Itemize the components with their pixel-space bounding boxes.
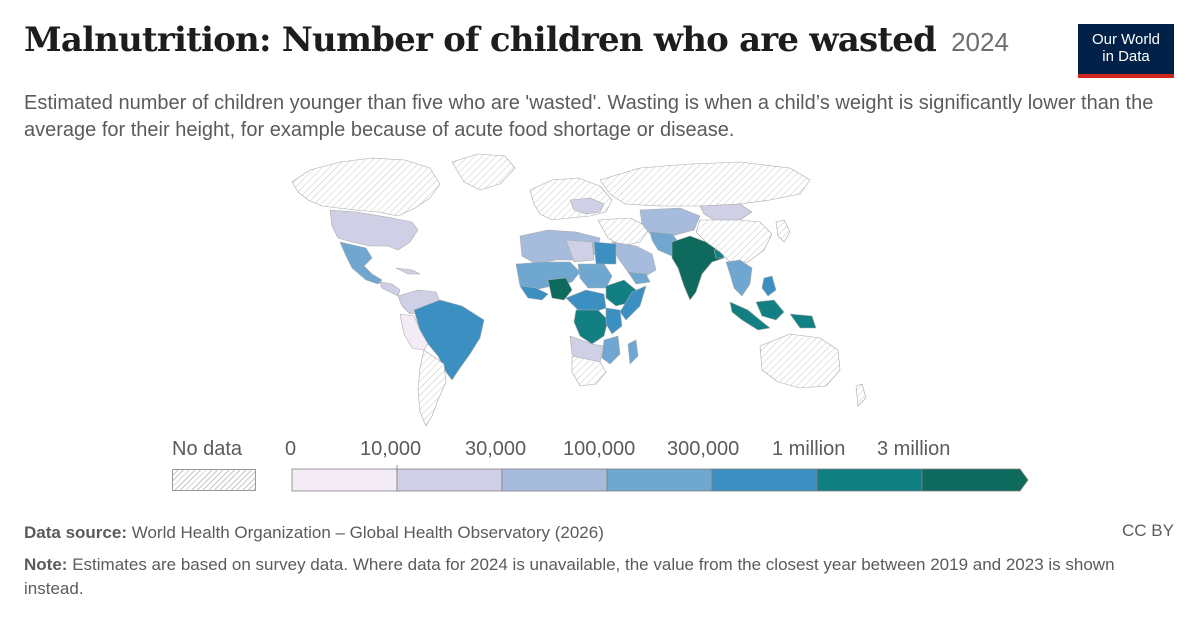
legend-label-10000: 10,000 [360,438,422,460]
chart-title: Malnutrition: Number of children who are… [24,20,1009,60]
legend-label-0: 0 [285,438,297,460]
map-region-japan-korea[interactable] [775,219,791,243]
map-region-southern-cone[interactable] [417,349,447,427]
legend-bin-3m-plus[interactable] [921,468,1029,492]
map-region-nigeria[interactable] [547,277,573,301]
map-region-china[interactable] [695,219,773,263]
map-region-dr-congo[interactable] [573,309,609,345]
owid-logo[interactable]: Our World in Data [1078,24,1174,78]
map-region-libya[interactable] [565,239,595,263]
map-region-mozambique[interactable] [601,335,621,365]
chart-note: Note: Estimates are based on survey data… [24,553,1144,601]
source-text[interactable]: World Health Organization – Global Healt… [131,523,604,542]
map-region-central-asia[interactable] [639,207,701,237]
map-region-philippines[interactable] [761,275,777,297]
legend-bin-0-10000[interactable] [291,468,398,492]
legend-label-1-million: 1 million [772,438,846,460]
chart-subtitle: Estimated number of children younger tha… [24,92,1154,141]
map-region-madagascar[interactable] [627,339,639,365]
map-region-middle-east[interactable] [597,217,651,247]
map-region-mainland-se-asia[interactable] [725,259,753,297]
logo-line-2: in Data [1102,48,1150,65]
legend-label-300000: 300,000 [667,438,740,460]
legend-label-100000: 100,000 [563,438,636,460]
title-text: Malnutrition: Number of children who are… [24,20,937,60]
map-region-arabia[interactable] [611,241,657,279]
license-link[interactable]: CC BY [1122,521,1174,540]
map-region-united-states[interactable] [329,209,419,251]
map-region-indonesia-west[interactable] [729,301,771,331]
map-region-australia[interactable] [759,333,841,389]
map-region-bolivia-peru[interactable] [399,313,431,351]
map-region-egypt[interactable] [593,241,617,265]
map-region-sahel[interactable] [515,261,581,291]
map-region-eastern-europe[interactable] [569,197,605,215]
title-year: 2024 [951,27,1009,57]
map-region-mongolia[interactable] [699,203,753,221]
logo-line-1: Our World [1091,31,1161,48]
map-region-caribbean[interactable] [395,267,421,275]
map-region-central-africa[interactable] [565,289,607,313]
legend-label-3-million: 3 million [877,438,951,460]
map-region-somalia[interactable] [619,285,647,321]
map-region-greenland[interactable] [451,153,516,191]
note-text: Estimates are based on survey data. Wher… [24,555,1115,598]
map-region-sudan[interactable] [577,263,613,289]
map-region-new-zealand[interactable] [855,383,867,407]
legend-bin-10000-30000[interactable] [396,468,503,492]
legend-no-data-swatch[interactable] [172,469,256,491]
legend-bin-1m-3m[interactable] [816,468,923,492]
map-region-mexico[interactable] [339,241,383,285]
map-region-canada[interactable] [291,157,441,217]
map-region-russia[interactable] [599,161,811,207]
legend-bin-100000-300000[interactable] [606,468,713,492]
map-region-east-africa[interactable] [605,307,623,335]
legend-color-scale[interactable] [290,465,1035,497]
map-region-europe[interactable] [529,177,613,221]
note-label: Note: [24,555,68,574]
legend-bin-30000-100000[interactable] [501,468,608,492]
map-region-central-america[interactable] [379,281,401,297]
map-region-brazil[interactable] [413,299,485,381]
map-region-indonesia-east[interactable] [755,299,817,329]
map-region-west-africa-coast[interactable] [519,285,549,301]
data-source: Data source: World Health Organization –… [24,521,604,545]
source-label: Data source: [24,523,127,542]
map-region-yemen[interactable] [627,271,651,285]
legend-label-30000: 30,000 [465,438,527,460]
legend-no-data-label: No data [172,438,243,460]
world-map[interactable] [0,150,1200,430]
map-region-southern-africa[interactable] [571,355,607,387]
legend-bin-300000-1m[interactable] [711,468,818,492]
